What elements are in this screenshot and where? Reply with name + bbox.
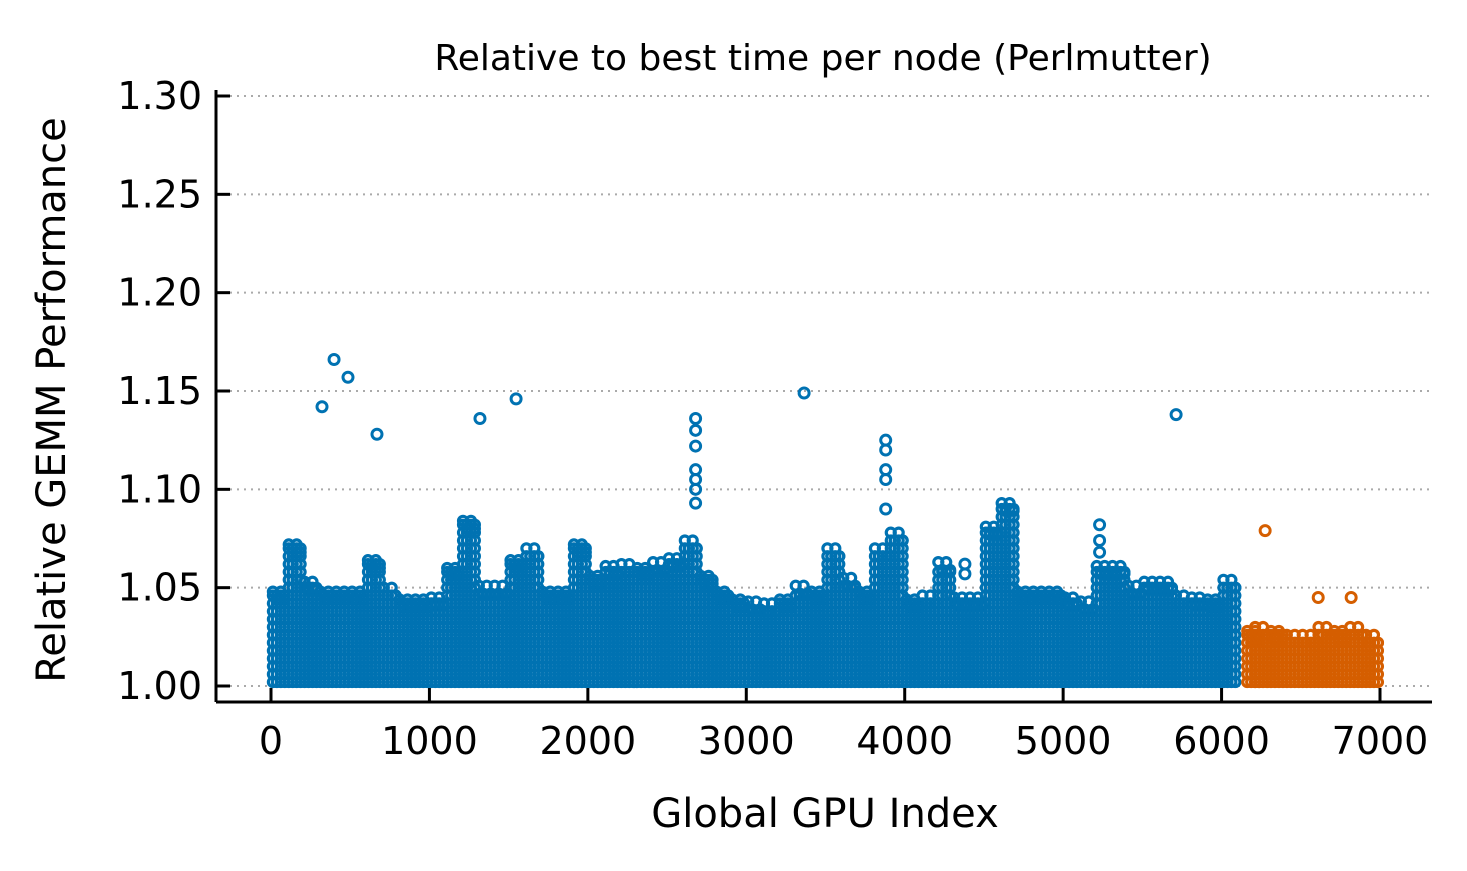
data-point	[1118, 567, 1131, 581]
data-point	[373, 561, 386, 575]
data-point	[896, 534, 909, 547]
outlier-point	[1093, 545, 1107, 559]
series-1	[1241, 524, 1385, 689]
outlier-point	[1093, 533, 1107, 547]
outlier-point	[473, 412, 487, 426]
x-axis-label: Global GPU Index	[651, 791, 999, 837]
outlier-point	[689, 496, 703, 510]
y-tick-label: 1.05	[117, 566, 202, 610]
outlier-point	[327, 353, 341, 367]
data-point	[1229, 581, 1242, 594]
outlier-point	[689, 463, 703, 477]
chart-title: Relative to best time per node (Perlmutt…	[434, 38, 1211, 79]
outlier-point	[1344, 591, 1358, 604]
data-point	[294, 546, 307, 559]
outlier-point	[797, 386, 811, 400]
data-point	[944, 563, 957, 577]
outlier-point	[341, 370, 355, 384]
data-point	[690, 542, 703, 555]
outlier-point	[879, 433, 893, 447]
y-tick-label: 1.25	[117, 172, 202, 216]
x-tick-label: 7000	[1332, 719, 1429, 763]
data-point	[468, 522, 481, 535]
x-tick-label: 3000	[698, 719, 795, 763]
x-tick-label: 0	[259, 719, 283, 763]
x-tick-label: 4000	[856, 719, 953, 763]
data-points	[266, 353, 1385, 689]
outlier-point	[879, 463, 893, 477]
x-tick-label: 5000	[1015, 719, 1112, 763]
outlier-point	[689, 412, 703, 426]
outlier-point	[1258, 524, 1272, 538]
outlier-point	[509, 392, 523, 406]
y-tick-label: 1.30	[117, 74, 202, 118]
outlier-point	[1169, 408, 1183, 422]
data-point	[1371, 636, 1385, 649]
data-point	[833, 550, 846, 563]
y-tick-label: 1.15	[117, 369, 202, 413]
outlier-point	[879, 502, 893, 516]
x-tick-label: 1000	[381, 719, 478, 763]
y-axis-label: Relative GEMM Performance	[29, 117, 75, 683]
series-0	[266, 353, 1242, 689]
outlier-point	[689, 439, 703, 453]
outlier-point	[689, 423, 703, 437]
outlier-point	[1093, 518, 1107, 532]
y-tick-label: 1.00	[117, 664, 202, 708]
data-point	[532, 550, 545, 563]
outlier-point	[958, 557, 972, 571]
data-point	[579, 546, 592, 559]
data-point	[1007, 504, 1020, 518]
y-tick-label: 1.20	[117, 271, 202, 315]
outlier-point	[1311, 591, 1325, 604]
outlier-point	[370, 427, 384, 441]
axes	[214, 90, 1432, 704]
x-tick-label: 6000	[1173, 719, 1270, 763]
ticks: 1.00 1.05 1.10 1.15 1.20 1.25 1.30 0 1000 2000 300…	[117, 74, 1428, 763]
y-tick-label: 1.10	[117, 467, 202, 511]
outlier-point	[315, 400, 329, 414]
x-tick-label: 2000	[539, 719, 636, 763]
